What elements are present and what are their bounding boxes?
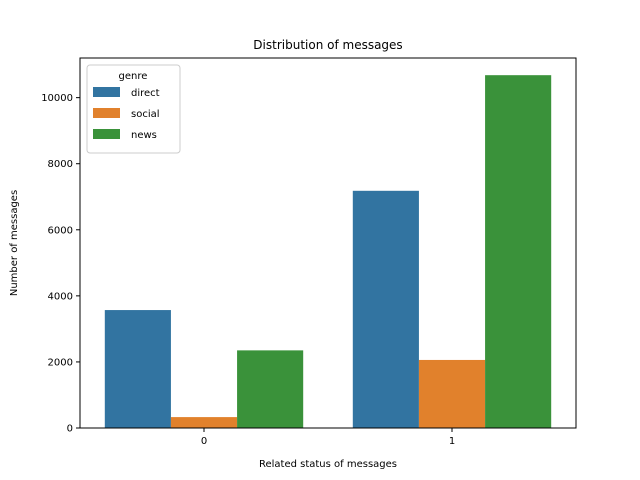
- legend-swatch-direct: [93, 87, 120, 97]
- bar-news-0: [237, 350, 304, 428]
- x-tick-label: 1: [449, 436, 455, 447]
- y-tick-label: 4000: [48, 291, 73, 302]
- legend-swatch-news: [93, 129, 120, 139]
- legend-label-direct: direct: [131, 88, 160, 99]
- legend-items: direct social news: [93, 87, 160, 141]
- y-axis-label: Number of messages: [9, 190, 20, 296]
- y-tick-label: 10000: [41, 93, 73, 104]
- x-axis-label: Related status of messages: [259, 459, 397, 470]
- bar-news-1: [485, 75, 552, 429]
- bar-direct-0: [104, 310, 171, 428]
- legend-title: genre: [119, 71, 148, 82]
- y-tick-label: 6000: [48, 225, 73, 236]
- x-tick-label: 0: [201, 436, 207, 447]
- legend-label-social: social: [131, 109, 160, 120]
- y-axis: 0 2000 4000 6000 8000 10000: [41, 93, 80, 435]
- legend-label-news: news: [131, 130, 157, 141]
- bar-direct-1: [352, 190, 419, 428]
- bars-group: [104, 75, 552, 429]
- y-tick-label: 2000: [48, 357, 73, 368]
- y-tick-label: 0: [67, 424, 73, 435]
- legend-swatch-social: [93, 108, 120, 118]
- legend: genre direct social news: [86, 64, 181, 154]
- chart-title: Distribution of messages: [253, 38, 402, 52]
- bar-social-1: [418, 359, 486, 428]
- plot-frame: [79, 57, 577, 429]
- y-tick-label: 8000: [48, 159, 73, 170]
- bar-social-0: [170, 417, 238, 428]
